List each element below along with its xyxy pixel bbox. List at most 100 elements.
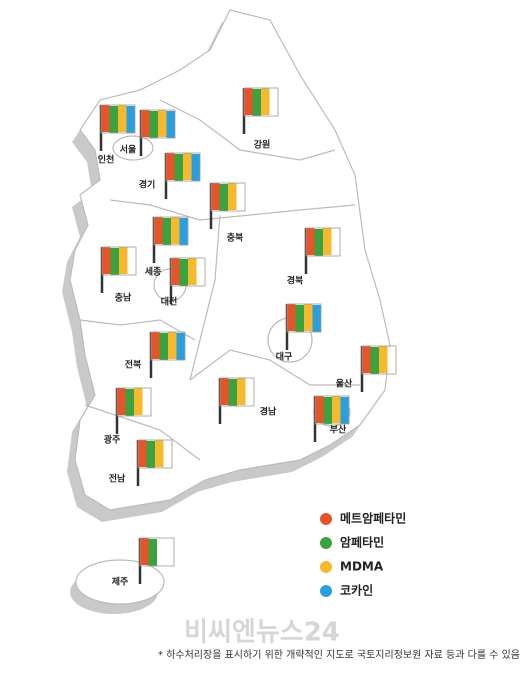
region-label: 경북 — [287, 275, 304, 287]
region-label: 부산 — [330, 424, 347, 436]
region-label: 전남 — [109, 473, 126, 485]
region-label: 세종 — [145, 266, 162, 278]
region-label: 경기 — [139, 179, 156, 191]
flag: 대구 — [276, 303, 322, 363]
flag-stripe — [102, 247, 111, 274]
flag-stripe — [228, 379, 237, 406]
flag-stripe — [149, 111, 158, 138]
region-label: 대전 — [161, 296, 178, 308]
watermark: 비씨엔뉴스24 — [184, 618, 340, 648]
flag-stripe — [252, 89, 261, 116]
flag-stripe — [163, 441, 172, 468]
flag-stripe — [387, 347, 396, 374]
flag-stripe — [237, 378, 246, 405]
flag-outline — [139, 537, 175, 567]
flag-stripe — [220, 378, 229, 405]
flag-stripe — [370, 347, 379, 374]
region-label: 강원 — [254, 139, 271, 151]
region-label: 광주 — [104, 434, 121, 446]
flag-stripe — [314, 229, 323, 256]
flag-outline — [153, 216, 189, 246]
flag-stripe — [110, 248, 119, 275]
legend-swatch — [320, 561, 332, 573]
flag-stripe — [191, 154, 200, 181]
flag-stripe — [287, 304, 296, 331]
flag: 충남 — [100, 246, 137, 304]
flag-stripe — [158, 110, 167, 137]
flag-stripe — [379, 346, 388, 373]
flag-stripe — [179, 259, 188, 286]
flag: 충북 — [209, 182, 246, 244]
region-label: 서울 — [120, 144, 137, 156]
flag-outline — [101, 246, 137, 276]
flag-outline — [150, 331, 186, 361]
flag: 인천 — [98, 104, 136, 166]
flag-outline — [243, 87, 279, 117]
flag-outline — [210, 182, 246, 212]
flag: 광주 — [104, 387, 152, 446]
flag-outline — [140, 109, 176, 139]
flag-stripe — [245, 379, 254, 406]
flag: 세종 — [145, 216, 189, 278]
legend-label: 코카인 — [340, 583, 373, 598]
flag-stripe — [304, 304, 313, 331]
flag: 경기 — [139, 152, 201, 199]
flag-stripe — [146, 441, 155, 468]
flag-stripe — [269, 89, 278, 116]
region-label: 전북 — [125, 359, 142, 371]
flag-stripe — [155, 440, 164, 467]
flag-outline — [116, 387, 152, 417]
flag-stripe — [312, 305, 321, 332]
legend-label: MDMA — [340, 560, 384, 574]
flag-stripe — [179, 218, 188, 245]
flag-stripe — [332, 396, 341, 423]
flag-stripe — [168, 332, 177, 359]
flag: 대전 — [161, 257, 206, 308]
flag-stripe — [154, 217, 163, 244]
flag-stripe — [261, 88, 270, 115]
legend-swatch — [320, 537, 332, 549]
flag-stripe — [165, 539, 174, 566]
flag-stripe — [127, 248, 136, 275]
flag-stripe — [188, 258, 197, 285]
flag-stripe — [142, 389, 151, 416]
flag-stripe — [134, 388, 143, 415]
region-label: 대구 — [276, 351, 293, 363]
flag-stripe — [196, 259, 205, 286]
flag-stripe — [323, 397, 332, 424]
flag: 전북 — [125, 331, 186, 378]
legend-swatch — [320, 585, 332, 597]
flag-stripe — [171, 258, 180, 285]
flag-stripe — [148, 539, 157, 566]
flag-stripe — [109, 106, 118, 133]
flag-stripe — [166, 111, 175, 138]
flag-stripe — [151, 332, 160, 359]
flag-stripe — [159, 333, 168, 360]
region-label: 인천 — [98, 155, 115, 166]
flag-stripe — [236, 184, 245, 211]
flag-stripe — [118, 105, 127, 132]
flag-stripe — [340, 397, 349, 424]
flag-stripe — [141, 110, 150, 137]
flag-stripe — [126, 106, 135, 133]
legend-label: 암페타민 — [340, 535, 384, 550]
flag-stripe — [228, 183, 237, 210]
flag: 제주 — [112, 537, 175, 588]
flag-stripe — [140, 538, 149, 565]
flag-stripe — [101, 105, 110, 132]
flag-outline — [137, 439, 173, 469]
flag-outline — [361, 345, 397, 375]
footnote: * 하수처리장을 표시하기 위한 개략적인 지도로 국토지리정보원 자료 등과 … — [158, 648, 520, 661]
flag: 경북 — [287, 227, 341, 287]
flag-outline — [100, 104, 136, 134]
flag-stripe — [157, 538, 166, 565]
flag-stripe — [119, 247, 128, 274]
flag-stripe — [244, 88, 253, 115]
flag-outline — [165, 152, 201, 182]
flag-stripe — [362, 346, 371, 373]
flag-stripe — [171, 217, 180, 244]
flag-stripe — [211, 183, 220, 210]
flag-stripe — [176, 333, 185, 360]
